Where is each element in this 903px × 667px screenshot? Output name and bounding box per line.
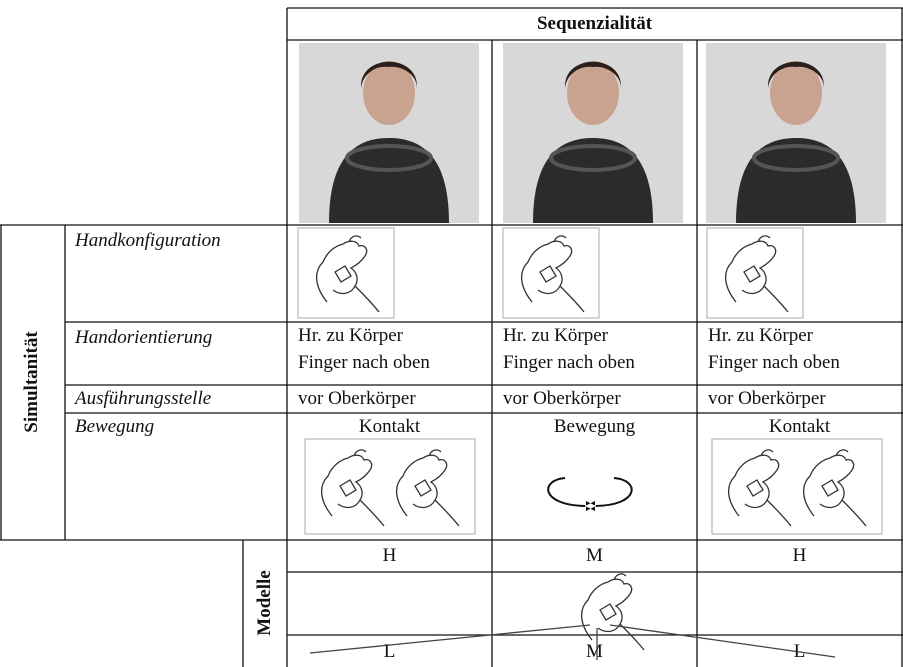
model-bottom: L xyxy=(793,641,806,662)
cell-text: Finger nach oben xyxy=(708,352,840,373)
row-label: Ausführungsstelle xyxy=(75,388,212,409)
cell-text: Kontakt xyxy=(358,416,421,437)
cell-text: Bewegung xyxy=(553,416,636,437)
row-label: Handorientierung xyxy=(75,327,213,348)
model-top: M xyxy=(586,545,603,566)
cell-text: Finger nach oben xyxy=(298,352,430,373)
model-diagram xyxy=(309,573,836,660)
row-group-label: Simultanität xyxy=(21,331,42,433)
movement-icons xyxy=(304,438,883,535)
photo xyxy=(297,41,481,225)
cell-text: vor Oberkörper xyxy=(298,388,416,409)
photo xyxy=(704,41,888,225)
cell-text: Hr. zu Körper xyxy=(503,325,608,346)
models-label: Modelle xyxy=(254,570,275,636)
cell-text: Hr. zu Körper xyxy=(298,325,403,346)
model-bottom: L xyxy=(383,641,396,662)
header-title: Sequenzialität xyxy=(536,13,653,34)
model-top: H xyxy=(792,545,807,566)
grid xyxy=(0,7,903,667)
cell-text: Finger nach oben xyxy=(503,352,635,373)
cell-text: vor Oberkörper xyxy=(503,388,621,409)
row-label: Bewegung xyxy=(75,416,155,437)
cell-text: Hr. zu Körper xyxy=(708,325,813,346)
row-label: Handkonfiguration xyxy=(75,230,221,251)
photo xyxy=(501,41,685,225)
model-bottom: M xyxy=(586,641,603,662)
cell-text: vor Oberkörper xyxy=(708,388,826,409)
photos xyxy=(297,41,888,225)
handshape-icons xyxy=(297,227,804,319)
model-top: H xyxy=(382,545,397,566)
cell-text: Kontakt xyxy=(768,416,831,437)
